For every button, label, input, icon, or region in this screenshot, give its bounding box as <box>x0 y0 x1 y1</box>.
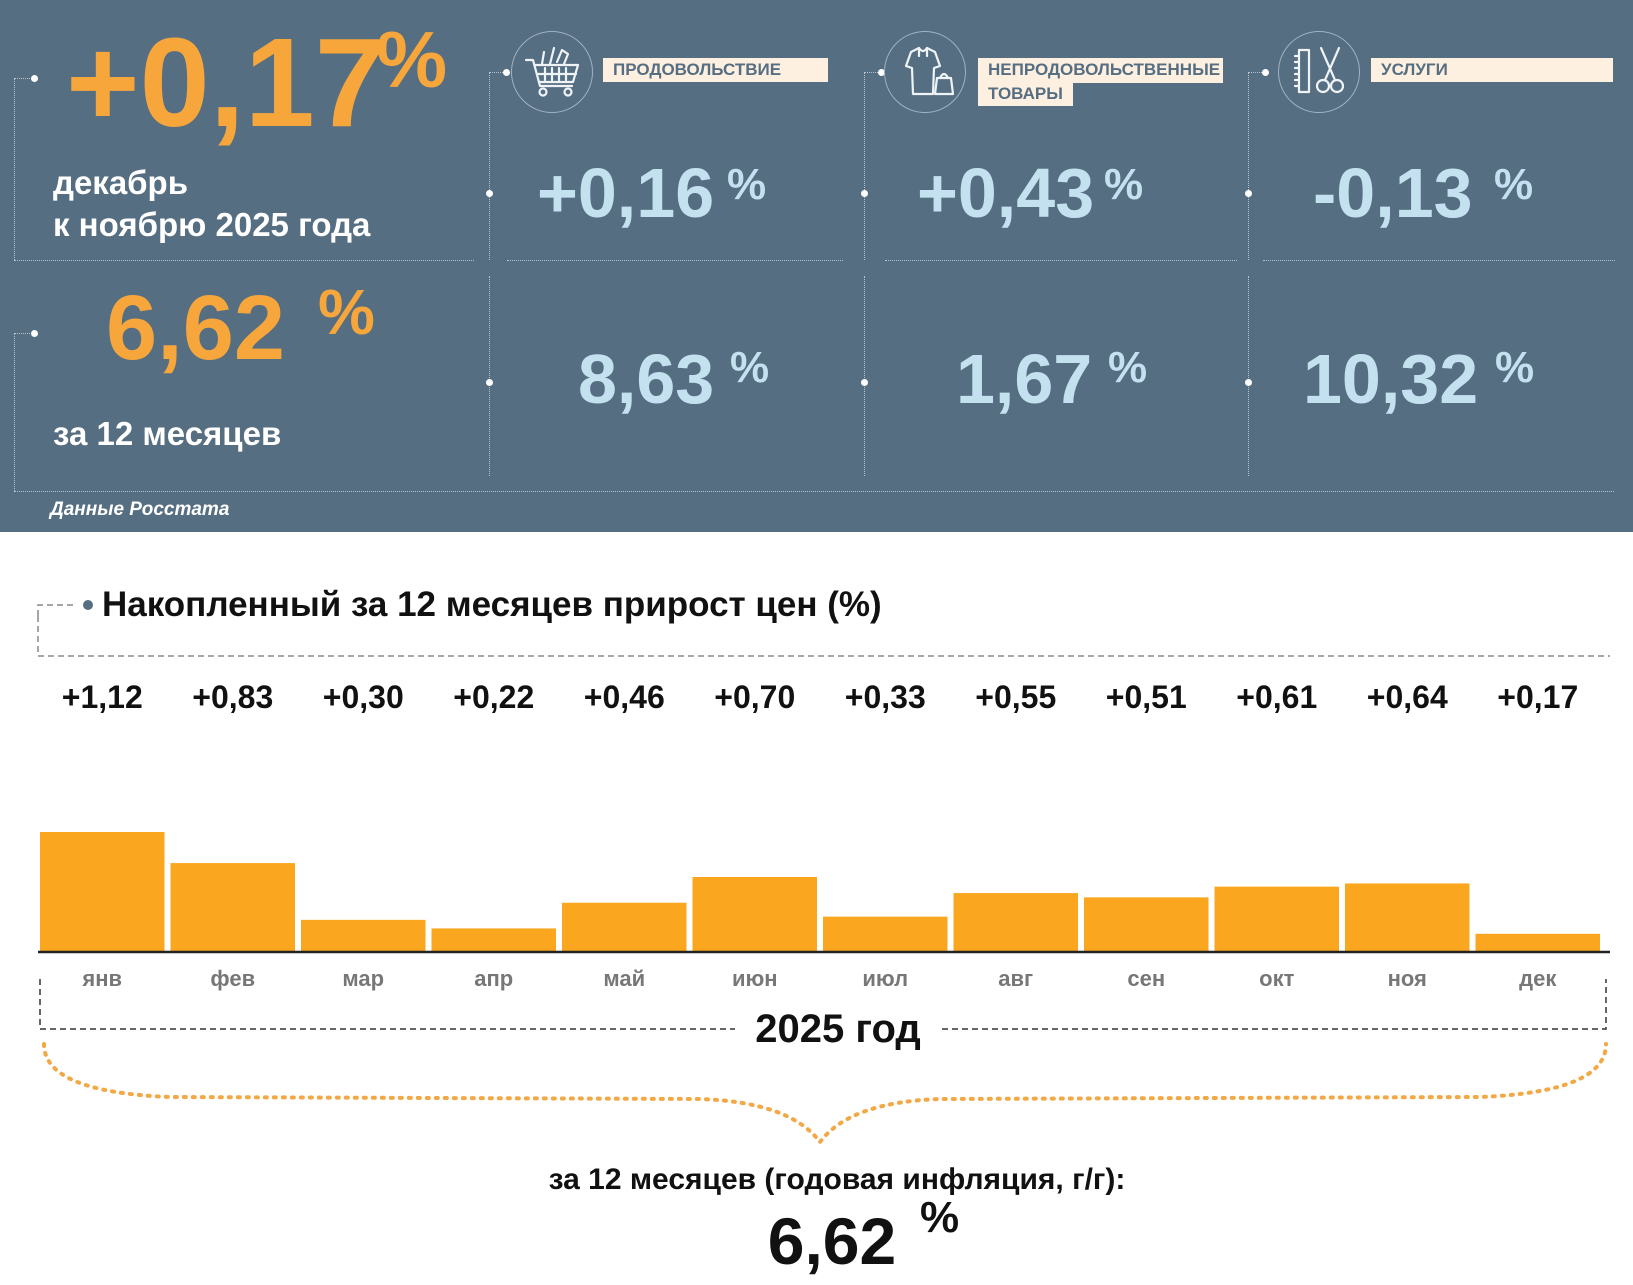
data-label-июн: +0,70 <box>714 679 795 715</box>
bar-июн <box>692 877 817 952</box>
data-label-апр: +0,22 <box>453 679 534 715</box>
services-yearly-unit: % <box>1495 343 1535 392</box>
tick-label-май: май <box>603 966 645 991</box>
tick-label-сен: сен <box>1127 966 1165 991</box>
monthly-caption-line1: декабрь <box>53 164 188 201</box>
tick-label-янв: янв <box>81 966 122 991</box>
chart-title: Накопленный за 12 месяцев прирост цен (%… <box>102 585 882 624</box>
summary-panel: +0,17 % декабрь к ноябрю 2025 года 6,62 … <box>0 0 1633 532</box>
category-label-nonfood: НЕПРОДОВОЛЬСТВЕННЫЕ <box>978 58 1223 83</box>
bar-сен <box>1084 897 1209 952</box>
bar-июл <box>823 916 948 952</box>
year-brace <box>42 1042 1608 1146</box>
tick-label-дек: дек <box>1519 966 1557 991</box>
tick-label-июл: июл <box>862 966 908 991</box>
food-yearly-value: 8,63 <box>578 340 715 418</box>
data-label-окт: +0,61 <box>1236 679 1317 715</box>
yearly-caption: за 12 месяцев <box>53 415 282 452</box>
tick-label-мар: мар <box>342 966 384 991</box>
services-monthly-unit: % <box>1494 160 1534 209</box>
data-label-ноя: +0,64 <box>1367 679 1448 715</box>
tick-label-ноя: ноя <box>1388 966 1427 991</box>
source-note: Данные Росстата <box>50 499 230 520</box>
bar-янв <box>40 832 165 952</box>
monthly-inflation-chart: Накопленный за 12 месяцев прирост цен (%… <box>37 585 1610 1278</box>
food-yearly-unit: % <box>730 343 770 392</box>
clothing-bag-icon <box>884 31 966 113</box>
services-monthly-value: -0,13 <box>1313 154 1473 232</box>
data-label-авг: +0,55 <box>975 679 1056 715</box>
nonfood-yearly-value: 1,67 <box>956 340 1093 418</box>
annual-value: 6,62 <box>768 1204 896 1278</box>
category-label-nonfood-line2: ТОВАРЫ <box>978 82 1073 106</box>
shopping-cart-icon <box>511 31 593 113</box>
food-monthly-unit: % <box>727 160 767 209</box>
category-label-nonfood-line1: НЕПРОДОВОЛЬСТВЕННЫЕ <box>988 60 1221 79</box>
nonfood-monthly-value: +0,43 <box>917 154 1095 232</box>
scissors-comb-icon <box>1278 31 1360 113</box>
data-label-май: +0,46 <box>584 679 665 715</box>
bullet-dot <box>31 330 38 337</box>
tick-label-июн: июн <box>732 966 778 991</box>
bar-ноя <box>1345 883 1470 952</box>
monthly-inflation-value: +0,17 <box>66 12 385 153</box>
data-label-дек: +0,17 <box>1497 679 1578 715</box>
annual-unit: % <box>920 1193 959 1242</box>
bar-окт <box>1214 886 1339 952</box>
data-label-фев: +0,83 <box>192 679 273 715</box>
tick-label-авг: авг <box>998 966 1033 991</box>
tick-label-окт: окт <box>1259 966 1294 991</box>
services-yearly-value: 10,32 <box>1303 340 1479 418</box>
category-label-services: УСЛУГИ <box>1371 58 1613 82</box>
bar-мар <box>301 919 426 952</box>
nonfood-yearly-unit: % <box>1108 343 1148 392</box>
data-label-мар: +0,30 <box>323 679 404 715</box>
nonfood-monthly-unit: % <box>1104 160 1144 209</box>
data-label-июл: +0,33 <box>845 679 926 715</box>
category-label-food: ПРОДОВОЛЬСТВИЕ <box>603 58 828 82</box>
tick-label-фев: фев <box>210 966 255 991</box>
annual-caption: за 12 месяцев (годовая инфляция, г/г): <box>549 1163 1126 1196</box>
bullet-dot <box>31 75 38 82</box>
yearly-inflation-unit: % <box>318 276 375 348</box>
bar-фев <box>170 863 295 952</box>
tick-label-апр: апр <box>474 966 513 991</box>
bar-май <box>562 902 687 952</box>
bar-апр <box>431 928 556 952</box>
bar-авг <box>953 893 1078 952</box>
data-label-сен: +0,51 <box>1106 679 1187 715</box>
monthly-inflation-unit: % <box>376 15 448 104</box>
bar-дек <box>1475 933 1600 952</box>
food-monthly-value: +0,16 <box>537 154 715 232</box>
x-axis-label: 2025 год <box>755 1007 921 1051</box>
yearly-inflation-value: 6,62 <box>106 277 286 379</box>
data-label-янв: +1,12 <box>62 679 143 715</box>
monthly-caption-line2: к ноябрю 2025 года <box>53 206 371 243</box>
